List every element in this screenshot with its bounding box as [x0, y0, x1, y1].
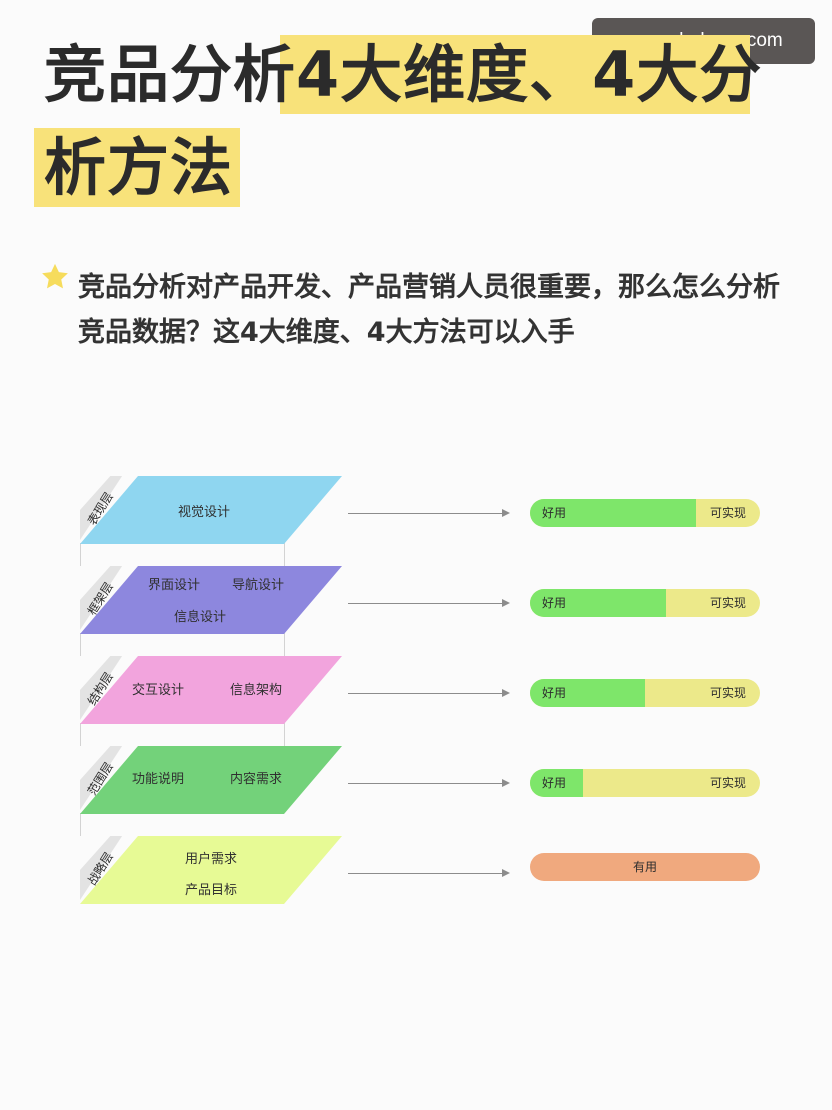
layer-plane-shape — [80, 566, 342, 634]
layer-connector-line — [80, 813, 81, 836]
bar-good-fill — [530, 679, 645, 707]
bar-good-fill — [530, 589, 666, 617]
bar-achievable-label: 可实现 — [709, 776, 746, 790]
layer-label: 导航设计 — [232, 578, 285, 593]
layer-arrow — [348, 509, 510, 517]
layer-plane — [80, 566, 342, 634]
title-highlight-text: 4大维度、4大分 — [296, 38, 763, 111]
title-highlight-1 — [280, 35, 750, 114]
layer-connector-line — [80, 633, 81, 656]
bar-good-label: 好用 — [542, 686, 567, 700]
bar-good-label: 好用 — [542, 506, 567, 520]
layer-bar: 好用 可实现 — [530, 769, 760, 797]
layer-arrow — [348, 599, 510, 607]
layer-label: 信息设计 — [174, 610, 227, 625]
bar-good-fill — [530, 769, 583, 797]
layer-arrow — [348, 779, 510, 787]
layer-plane — [80, 746, 342, 814]
layer-plane — [80, 656, 342, 724]
title-highlight-2 — [34, 128, 240, 207]
layer-label: 视觉设计 — [178, 505, 231, 520]
layer-plane-shape — [80, 836, 342, 904]
layer-plane-shape — [80, 746, 342, 814]
layer-bar: 好用 可实现 — [530, 679, 760, 707]
layer-label: 内容需求 — [230, 772, 283, 787]
layer-plane — [80, 476, 342, 544]
layer-plane — [80, 836, 342, 904]
layer-connector-line — [80, 543, 81, 566]
layer-plane-shape — [80, 656, 342, 724]
layer-plane-shape — [80, 476, 342, 544]
layer-bar: 好用 可实现 — [530, 499, 760, 527]
bar-useful: 有用 — [530, 853, 760, 881]
layer-label: 用户需求 — [185, 852, 238, 867]
layer-bar: 好用 可实现 — [530, 589, 760, 617]
page-title-line2: 析方法 — [44, 131, 234, 204]
bar-achievable-label: 可实现 — [709, 596, 746, 610]
layer-label: 界面设计 — [148, 578, 201, 593]
layer-arrow — [348, 869, 510, 877]
star-icon — [42, 263, 68, 289]
layer-arrow — [348, 689, 510, 697]
layer-label: 信息架构 — [230, 683, 283, 698]
bar-achievable-label: 可实现 — [709, 686, 746, 700]
layer-label: 功能说明 — [132, 772, 185, 787]
layer-label: 产品目标 — [185, 883, 238, 898]
bar-good-label: 好用 — [542, 596, 567, 610]
bar-good-label: 好用 — [542, 776, 567, 790]
intro-text: 竞品分析对产品开发、产品营销人员很重要，那么怎么分析竞品数据？这4大维度、4大方… — [78, 272, 780, 348]
bar-good-fill — [530, 499, 696, 527]
page-title: 竞品分析4大维度、4大分 — [44, 37, 762, 113]
layer-label: 交互设计 — [132, 683, 185, 698]
layer-connector-line — [80, 723, 81, 746]
title-plain: 竞品分析 — [44, 38, 297, 111]
bar-achievable-label: 可实现 — [709, 506, 746, 520]
